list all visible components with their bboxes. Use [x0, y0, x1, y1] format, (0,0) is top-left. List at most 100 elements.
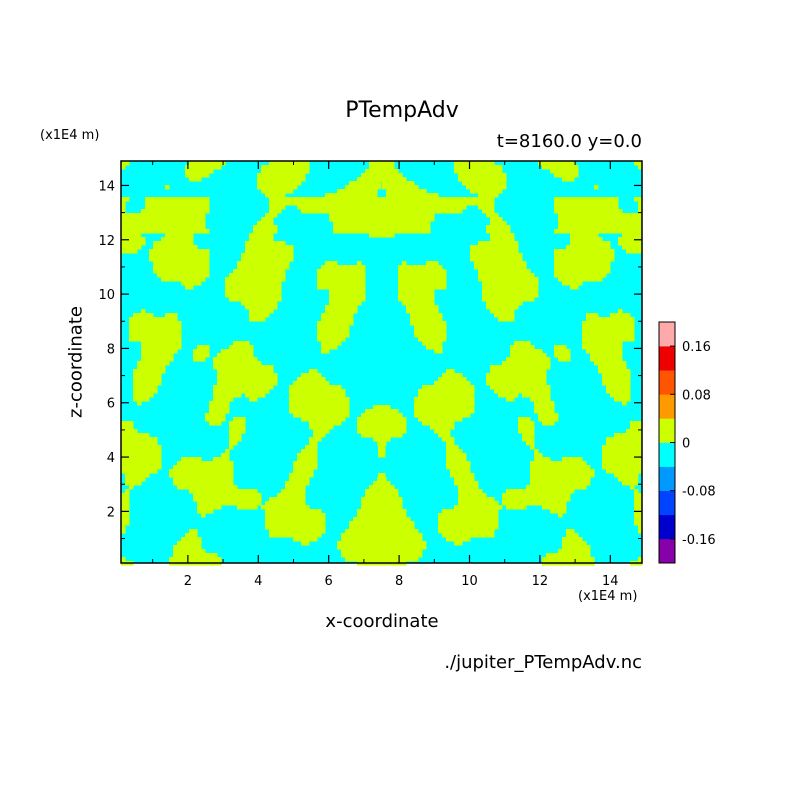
field-cell [213, 497, 218, 502]
field-cell [482, 501, 487, 506]
field-cell [394, 225, 399, 230]
field-cell [486, 185, 491, 190]
field-cell [558, 473, 563, 478]
field-cell [626, 245, 631, 250]
field-cell [133, 393, 138, 398]
field-cell [626, 213, 631, 218]
field-cell [137, 469, 142, 474]
field-cell [574, 245, 579, 250]
field-cell [285, 525, 290, 530]
field-cell [626, 469, 631, 474]
field-cell [293, 521, 298, 526]
field-cell [237, 365, 242, 370]
field-cell [450, 209, 455, 214]
field-cell [321, 325, 326, 330]
field-cell [261, 381, 266, 386]
field-cell [590, 209, 595, 214]
field-cell [494, 269, 499, 274]
field-cell [329, 193, 334, 198]
field-cell [273, 381, 278, 386]
field-cell [526, 341, 531, 346]
field-cell [321, 389, 326, 394]
field-cell [321, 341, 326, 346]
field-cell [121, 425, 126, 430]
field-cell [466, 485, 471, 490]
field-cell [402, 265, 407, 270]
field-cell [626, 249, 631, 254]
field-cell [309, 525, 314, 530]
field-cell [590, 345, 595, 350]
field-cell [341, 197, 346, 202]
field-cell [237, 421, 242, 426]
field-cell [181, 465, 186, 470]
field-cell [209, 405, 214, 410]
field-cell [241, 417, 246, 422]
field-cell [450, 413, 455, 418]
field-cell [201, 173, 206, 178]
field-cell [353, 201, 358, 206]
field-cell [434, 333, 439, 338]
field-cell [490, 525, 495, 530]
field-cell [217, 505, 222, 510]
field-cell [594, 277, 599, 282]
field-cell [634, 521, 639, 526]
field-cell [277, 293, 282, 298]
field-cell [261, 393, 266, 398]
field-cell [462, 173, 467, 178]
field-cell [261, 261, 266, 266]
field-cell [345, 289, 350, 294]
field-cell [197, 261, 202, 266]
field-cell [361, 221, 366, 226]
field-cell [402, 185, 407, 190]
field-cell [458, 517, 463, 522]
field-cell [526, 289, 531, 294]
field-cell [614, 365, 619, 370]
field-cell [486, 201, 491, 206]
field-cell [337, 289, 342, 294]
field-cell [285, 173, 290, 178]
field-cell [161, 317, 166, 322]
field-cell [137, 393, 142, 398]
field-cell [341, 269, 346, 274]
field-cell [373, 189, 378, 194]
field-cell [345, 269, 350, 274]
field-cell [349, 197, 354, 202]
field-cell [406, 273, 411, 278]
field-cell [249, 501, 254, 506]
field-cell [482, 281, 487, 286]
field-cell [357, 209, 362, 214]
field-cell [482, 509, 487, 514]
field-cell [265, 297, 270, 302]
field-cell [594, 313, 599, 318]
field-cell [438, 341, 443, 346]
field-cell [582, 253, 587, 258]
field-cell [361, 513, 366, 518]
field-cell [622, 337, 627, 342]
field-cell [233, 377, 238, 382]
field-cell [558, 201, 563, 206]
field-cell [213, 389, 218, 394]
field-cell [522, 493, 527, 498]
field-cell [373, 229, 378, 234]
field-cell [381, 497, 386, 502]
field-cell [121, 229, 126, 234]
field-cell [590, 269, 595, 274]
field-cell [534, 401, 539, 406]
field-cell [518, 501, 523, 506]
field-cell [494, 301, 499, 306]
field-cell [265, 257, 270, 262]
field-cell [386, 485, 391, 490]
field-cell [217, 161, 222, 166]
field-cell [502, 241, 507, 246]
field-cell [189, 277, 194, 282]
field-cell [217, 385, 222, 390]
field-cell [406, 225, 411, 230]
field-cell [430, 317, 435, 322]
field-cell [325, 305, 330, 310]
field-cell [634, 225, 639, 230]
field-cell [562, 269, 567, 274]
field-cell [558, 501, 563, 506]
field-cell [494, 185, 499, 190]
field-cell [381, 233, 386, 238]
field-cell [418, 533, 423, 538]
